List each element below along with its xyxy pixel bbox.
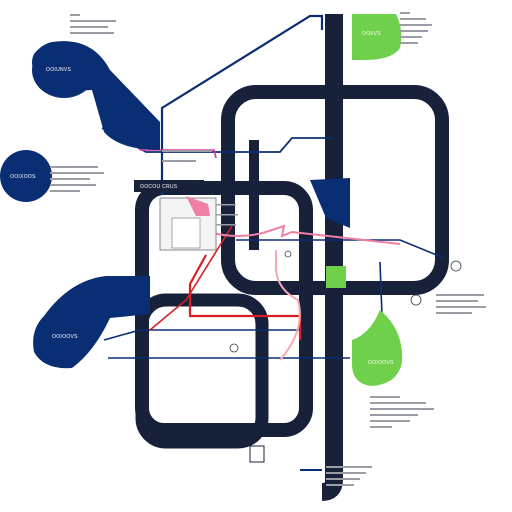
center-box-label: OOCOU CRUS [140,184,178,190]
station-marker-bottom [249,445,265,463]
blue-line-north [160,14,324,195]
blob-mid-left [0,150,52,202]
red-line [188,254,302,340]
station-marker-square [225,181,239,195]
red-line-branch [149,225,233,331]
green-bottom-label: OOIOOVS [368,360,394,366]
station-icon-east [450,260,462,272]
blue-line-stub [379,261,383,317]
blue-wedge [310,178,350,228]
green-top-label: OOIIVS [362,31,381,37]
blob-top-left-head [32,42,96,98]
center-label-box [134,180,204,192]
blob-mid-left-label: OOIXOOS [10,174,36,180]
blob-top-left-label: OOIUNVS [46,67,72,73]
pink-shape [186,196,210,216]
vertical-trunk-track [321,14,343,501]
green-station-square [326,266,346,288]
annotation-bars [50,12,486,486]
blue-line-south [103,329,303,343]
blue-line-branch [236,239,445,259]
station-icon-center [229,343,239,353]
pink-line [207,224,401,245]
blob-bottom-left-label: OOIOOVS [52,334,78,340]
pink-line-south [275,250,301,361]
green-blob-top [352,14,402,60]
green-blob-bottom [352,310,403,386]
blob-bottom-left [33,276,150,369]
lower-track-loop [135,293,269,449]
station-icon-east-lower [410,294,422,306]
info-panel-inner [171,217,201,249]
station-icon-inner [284,250,292,258]
